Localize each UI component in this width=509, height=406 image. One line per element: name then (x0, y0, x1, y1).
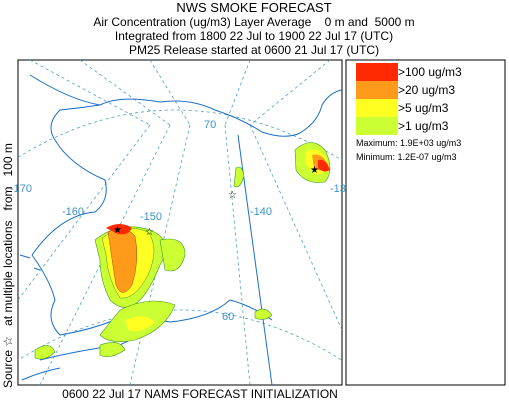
grid-label: 60 (222, 311, 234, 323)
legend: >100 ug/m3 >20 ug/m3 >5 ug/m3 >1 ug/m3 Maxi… (345, 59, 506, 386)
legend-minimum: Minimum: 1.2E-07 ug/m3 (356, 152, 457, 162)
svg-text:★: ★ (310, 165, 319, 176)
grid-label: 70 (204, 119, 216, 131)
legend-label: >100 ug/m3 (398, 65, 462, 79)
grid-label: -150 (140, 211, 162, 223)
legend-swatch (356, 99, 398, 117)
subtitle: PM25 Release started at 0600 21 Jul 17 (… (129, 43, 379, 57)
svg-text:☆: ☆ (228, 190, 237, 201)
legend-swatch (356, 117, 398, 135)
title: NWS SMOKE FORECAST (176, 0, 331, 15)
legend-label: >20 ug/m3 (398, 83, 455, 97)
legend-label: >5 ug/m3 (398, 101, 449, 115)
grid-label: -140 (250, 206, 272, 218)
legend-swatch (356, 63, 398, 81)
grid-label: -160 (62, 206, 84, 218)
footer: 0600 22 Jul 17 NAMS FORECAST INITIALIZAT… (62, 387, 338, 401)
legend-swatch (356, 81, 398, 99)
svg-text:★: ★ (113, 225, 122, 236)
subtitle: Integrated from 1800 22 Jul to 1900 22 J… (115, 29, 393, 43)
svg-text:☆: ☆ (145, 227, 154, 238)
legend-maximum: Maximum: 1.9E+03 ug/m3 (356, 138, 461, 148)
grid-label: -170 (10, 183, 32, 195)
side-label: Source ☆ at multiple locations from 100 … (1, 143, 15, 388)
subtitle: Air Concentration (ug/m3) Layer Average … (93, 15, 414, 29)
legend-label: >1 ug/m3 (398, 119, 449, 133)
